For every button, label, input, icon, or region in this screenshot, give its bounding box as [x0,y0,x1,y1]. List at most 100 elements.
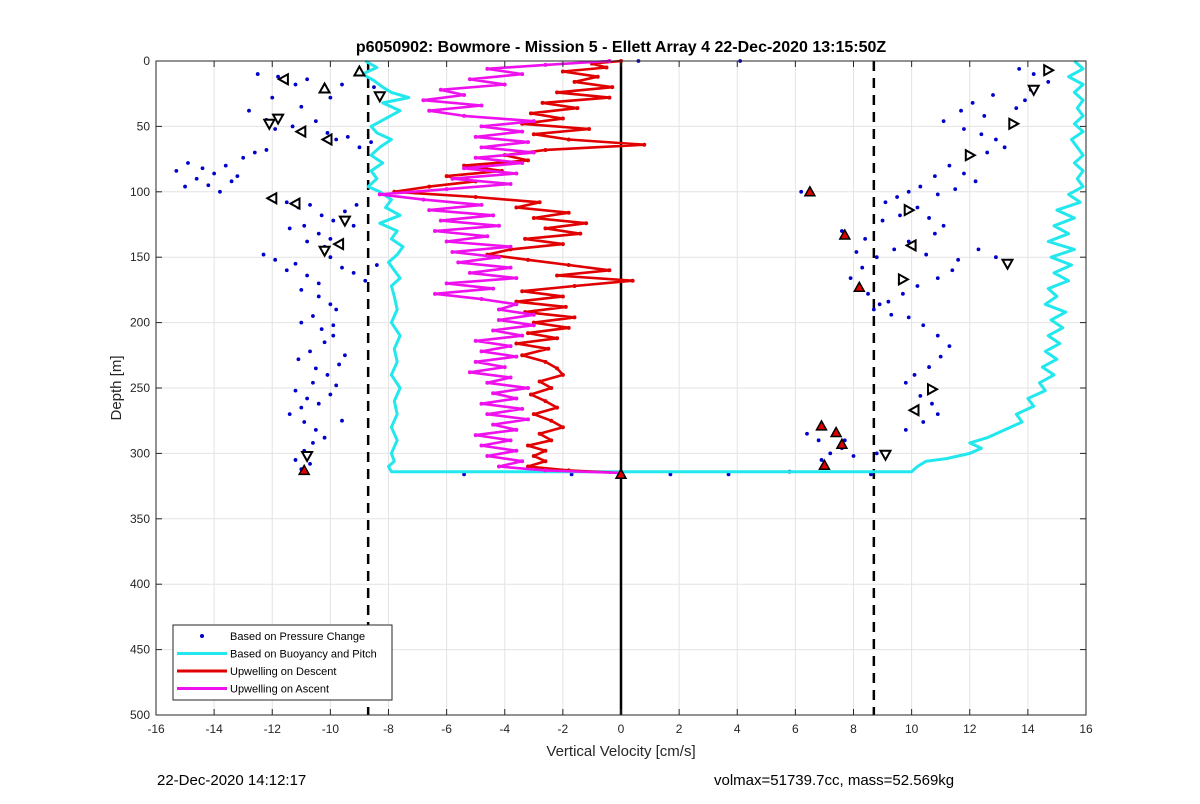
pressure-change-point [302,223,307,228]
x-tick-label: 6 [792,722,799,736]
ascent-point [502,365,507,370]
x-tick-label: -16 [147,722,165,736]
pressure-change-point [313,427,318,432]
y-tick-label: 350 [130,512,150,526]
descent-point [575,106,580,111]
pressure-change-point [273,257,278,262]
descent-point [566,263,571,268]
pressure-change-point [212,171,217,176]
pressure-change-point [924,252,929,257]
pressure-change-point [994,255,998,260]
pressure-change-point [299,104,304,109]
pressure-change-point [302,420,307,424]
legend-swatch-point [200,634,204,638]
ascent-point [508,244,513,249]
pressure-change-point [921,420,926,424]
pressure-change-point [930,401,934,406]
pressure-change-point [273,127,278,131]
ascent-point [467,370,472,375]
pressure-change-point [296,357,301,362]
pressure-change-point [828,451,833,456]
pressure-change-point [935,333,940,338]
x-tick-label: 10 [905,722,919,736]
pressure-change-point [299,405,304,410]
ascent-point [421,197,426,202]
pressure-change-point [903,380,908,385]
y-tick-label: 250 [130,381,150,395]
pressure-change-point [932,231,937,236]
pressure-change-point [970,100,975,105]
x-tick-label: -4 [499,722,510,736]
descent-point [607,268,612,273]
ascent-point [479,124,484,129]
pressure-change-point [340,265,344,270]
descent-point [555,90,560,95]
y-tick-label: 50 [137,119,151,133]
pressure-change-point [255,72,260,76]
x-tick-label: 2 [676,722,683,736]
pressure-change-point [293,458,298,462]
ascent-point [491,213,496,218]
pressure-change-point [313,366,318,371]
ascent-triangle-marker [317,81,332,94]
ascent-point [444,239,449,244]
pressure-change-point [895,195,899,199]
pressure-change-point [311,314,315,318]
pressure-change-point [982,114,987,118]
pressure-change-point [839,229,844,233]
ascent-point [433,229,437,234]
ascent-triangle-marker [262,118,276,131]
pressure-change-point [308,349,312,354]
descent-point [526,443,530,448]
pressure-change-point [979,132,984,137]
pressure-change-point [316,281,321,286]
ascent-point [496,255,501,260]
descent-point [607,95,612,100]
ascent-triangle-marker [878,449,893,462]
profile-markers [262,63,1056,480]
descent-point [549,386,554,390]
descent-point [540,100,545,105]
pressure-change-point [953,187,958,192]
ascent-point [526,140,530,145]
pressure-change-point [369,140,373,144]
descent-point [566,210,571,215]
pressure-change-point [241,155,246,160]
y-tick-label: 300 [130,446,150,460]
ascent-point [502,82,507,87]
ascent-point [514,427,519,432]
ascent-point [462,113,467,118]
pressure-change-point [287,226,292,231]
ascent-point [456,260,461,265]
pressure-change-point [299,320,304,325]
descent-triangle-marker [614,467,628,480]
descent-triangle-marker [297,463,311,476]
pressure-change-point [305,273,310,278]
pressure-change-point [1023,98,1027,103]
x-tick-label: 0 [618,722,625,736]
descent-point [563,304,568,309]
descent-point [526,331,530,336]
pressure-change-point [932,174,937,179]
pressure-change-point [305,239,310,244]
pressure-change-point [938,354,943,359]
ascent-point [514,396,519,401]
pressure-change-point [325,373,330,377]
pressure-change-point [270,95,275,100]
x-tick-label: -14 [205,722,223,736]
pressure-change-point [462,472,466,477]
ascent-triangle-marker [897,272,910,287]
x-tick-label: 4 [734,722,741,736]
pressure-change-point [331,333,336,338]
pressure-change-point [985,150,990,155]
pressure-change-point [668,472,673,477]
pressure-change-point [290,124,295,129]
series-upwelling-ascent [377,59,623,476]
ascent-point [479,349,484,354]
ascent-point [462,166,467,171]
y-tick-label: 400 [130,577,150,591]
ascent-point [479,103,484,108]
pressure-change-point [886,299,891,304]
descent-triangle-marker [838,228,852,240]
descent-point [543,147,548,152]
